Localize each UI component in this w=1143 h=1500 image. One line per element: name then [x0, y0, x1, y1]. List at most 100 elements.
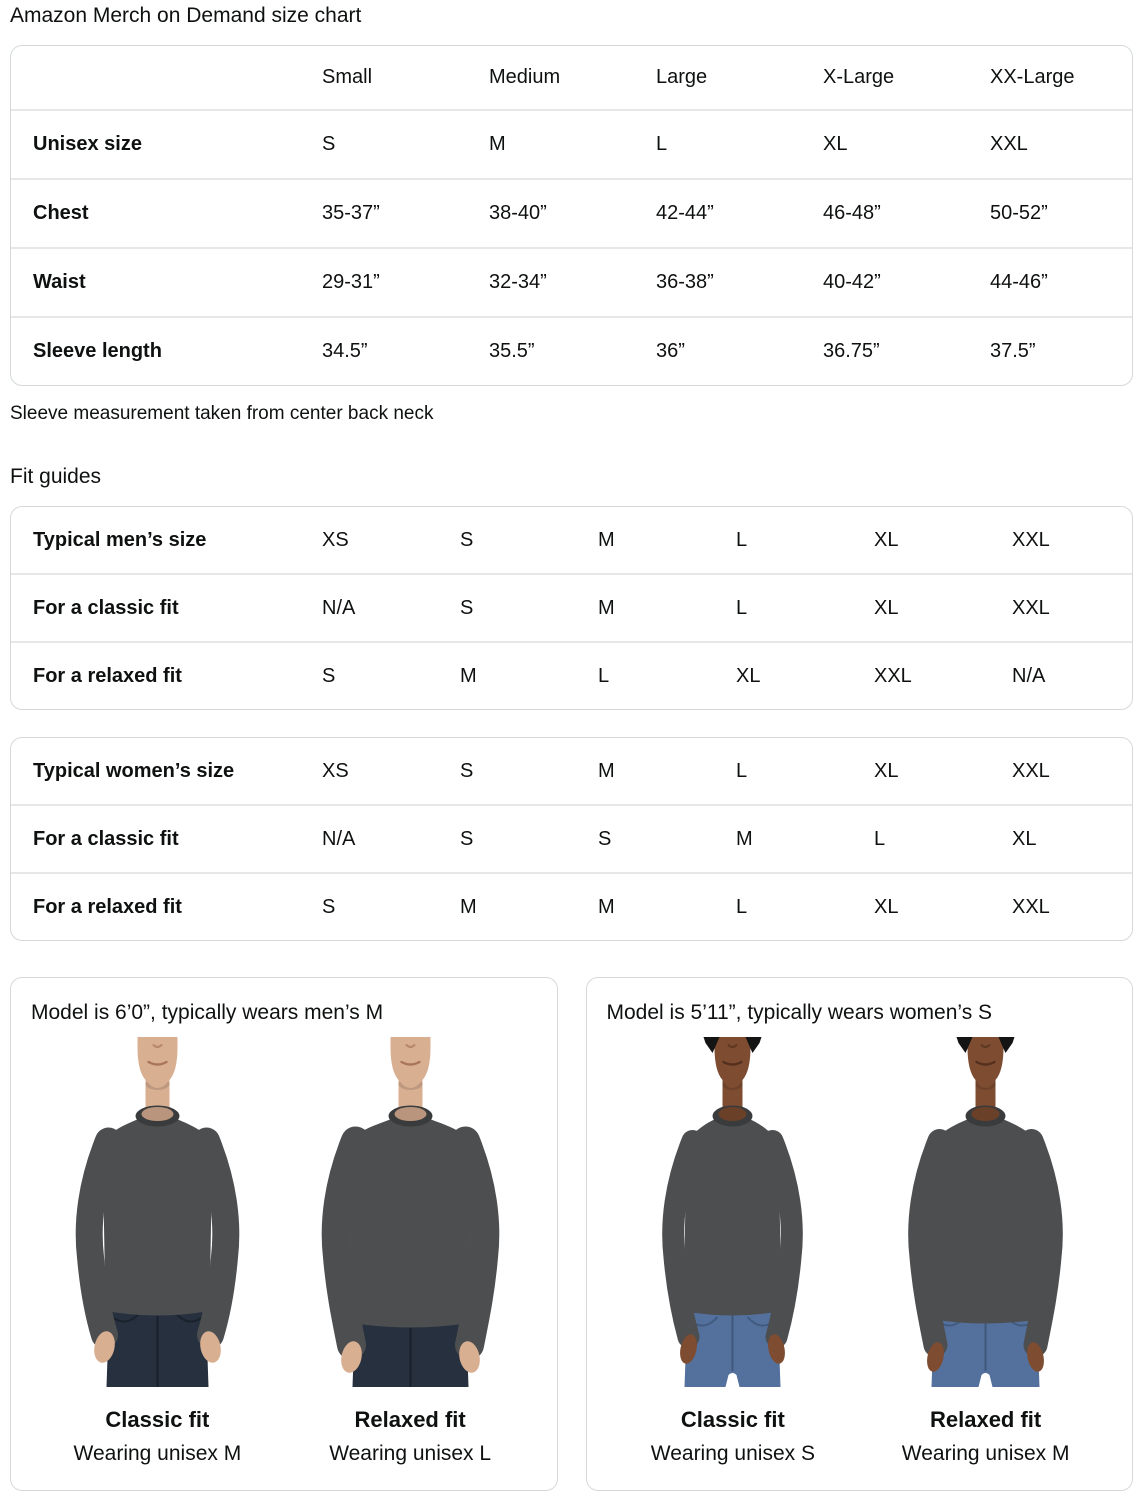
row-label: For a relaxed fit — [11, 641, 322, 710]
fit-value: S — [460, 804, 598, 874]
row-label: Typical women’s size — [33, 759, 235, 782]
wearing-label: Wearing unisex S — [650, 1442, 815, 1466]
row-label: For a relaxed fit — [11, 872, 322, 941]
fit-value: S — [460, 573, 598, 643]
table-row-mens-relaxed-fit: For a relaxed fit S M L XL XXL N/A — [11, 641, 1132, 710]
table-row-waist: Waist 29-31” 32-34” 36-38” 40-42” 44-46” — [11, 247, 1132, 318]
model-card-womens: Model is 5’11”, typically wears women’s … — [585, 977, 1133, 1492]
table-row-mens-classic-fit: For a classic fit N/A S M L XL XXL — [11, 573, 1132, 643]
fit-value: M — [460, 872, 598, 941]
model-card-mens: Model is 6’0”, typically wears men’s M C… — [10, 977, 558, 1492]
fit-value: M — [598, 872, 736, 941]
size-value: S — [322, 109, 489, 180]
size-table-corner-cell — [11, 46, 322, 110]
fit-type-label: Classic fit — [680, 1407, 785, 1433]
size-value: 32-34” — [489, 247, 656, 318]
womens-fit-table: Typical women’s size XS S M L XL XXL For… — [10, 737, 1133, 942]
model-photo-mens-relaxed-fit — [298, 1037, 523, 1388]
fit-value: S — [460, 528, 474, 551]
size-value: XL — [823, 109, 990, 180]
model-cards: Model is 6’0”, typically wears men’s M C… — [10, 977, 1133, 1492]
fit-value: XL — [736, 641, 874, 710]
fit-type-label: Relaxed fit — [929, 1407, 1042, 1433]
size-value: 50-52” — [990, 178, 1132, 249]
fit-value: N/A — [1012, 641, 1132, 710]
wearing-label: Wearing unisex M — [73, 1442, 242, 1466]
column-header-large: Large — [656, 66, 708, 89]
size-value: 38-40” — [489, 178, 656, 249]
wearing-label: Wearing unisex L — [329, 1442, 492, 1466]
fit-value: XXL — [1012, 759, 1050, 782]
size-value: 36-38” — [656, 247, 823, 318]
fit-value: M — [598, 573, 736, 643]
size-value: 40-42” — [823, 247, 990, 318]
fit-value: XL — [1012, 804, 1132, 874]
row-label: For a classic fit — [11, 573, 322, 643]
fit-value: M — [598, 759, 615, 782]
table-row-sleeve-length: Sleeve length 34.5” 35.5” 36” 36.75” 37.… — [11, 316, 1132, 386]
table-row-unisex-size: Unisex size S M L XL XXL — [11, 109, 1132, 180]
size-table-header-row: Small Medium Large X-Large XX-Large — [11, 46, 1132, 110]
row-label: Sleeve length — [11, 316, 322, 386]
fit-type-label: Relaxed fit — [354, 1407, 466, 1433]
row-label: Unisex size — [11, 109, 322, 180]
size-value: 42-44” — [656, 178, 823, 249]
size-value: 34.5” — [322, 316, 489, 386]
model-photo-mens-classic-fit — [45, 1037, 270, 1388]
model-figure-mens-classic: Classic fit Wearing unisex M — [31, 1037, 284, 1466]
model-figure-womens-classic: Classic fit Wearing unisex S — [607, 1037, 860, 1466]
fit-value: L — [736, 872, 874, 941]
fit-value: XXL — [1012, 528, 1050, 551]
fit-value: XL — [874, 872, 1012, 941]
size-value: 29-31” — [322, 247, 489, 318]
fit-value: N/A — [322, 573, 460, 643]
fit-value: M — [460, 641, 598, 710]
wearing-label: Wearing unisex M — [901, 1442, 1070, 1466]
sleeve-measurement-footnote: Sleeve measurement taken from center bac… — [10, 403, 434, 425]
fit-value: L — [598, 641, 736, 710]
fit-value: XL — [874, 759, 899, 782]
size-value: 36.75” — [823, 316, 990, 386]
fit-value: XS — [322, 528, 349, 551]
fit-guides-heading: Fit guides — [10, 465, 102, 489]
row-label: Chest — [11, 178, 322, 249]
fit-value: L — [736, 573, 874, 643]
fit-value: XS — [322, 759, 349, 782]
model-photo-womens-classic-fit — [620, 1037, 845, 1388]
fit-value: L — [736, 759, 748, 782]
fit-value: XL — [874, 573, 1012, 643]
table-row-womens-relaxed-fit: For a relaxed fit S M M L XL XXL — [11, 872, 1132, 941]
size-chart-table: Small Medium Large X-Large XX-Large Unis… — [10, 45, 1133, 387]
card-title: Model is 5’11”, typically wears women’s … — [606, 1001, 993, 1025]
fit-value: L — [736, 528, 748, 551]
table-row-womens-classic-fit: For a classic fit N/A S S M L XL — [11, 804, 1132, 874]
size-value: L — [656, 109, 823, 180]
column-header-small: Small — [322, 66, 373, 89]
fit-value: XXL — [1012, 573, 1132, 643]
fit-value: M — [598, 528, 615, 551]
mens-fit-table: Typical men’s size XS S M L XL XXL For a… — [10, 506, 1133, 711]
fit-value: XL — [874, 528, 899, 551]
size-value: XXL — [990, 109, 1132, 180]
fit-type-label: Classic fit — [105, 1407, 210, 1433]
size-value: 36” — [656, 316, 823, 386]
row-label: Typical men’s size — [33, 528, 207, 551]
size-value: 35.5” — [489, 316, 656, 386]
fit-value: S — [598, 804, 736, 874]
model-figure-womens-relaxed: Relaxed fit Wearing unisex M — [859, 1037, 1112, 1466]
row-label: Waist — [11, 247, 322, 318]
column-header-medium: Medium — [489, 66, 561, 89]
column-header-xx-large: XX-Large — [990, 66, 1075, 89]
size-value: M — [489, 109, 656, 180]
row-label: For a classic fit — [11, 804, 322, 874]
size-value: 35-37” — [322, 178, 489, 249]
fit-value: N/A — [322, 804, 460, 874]
size-value: 46-48” — [823, 178, 990, 249]
size-value: 37.5” — [990, 316, 1132, 386]
fit-value: S — [322, 872, 460, 941]
column-header-x-large: X-Large — [823, 66, 895, 89]
page-title: Amazon Merch on Demand size chart — [10, 4, 362, 27]
table-row-chest: Chest 35-37” 38-40” 42-44” 46-48” 50-52” — [11, 178, 1132, 249]
fit-value: XXL — [874, 641, 1012, 710]
